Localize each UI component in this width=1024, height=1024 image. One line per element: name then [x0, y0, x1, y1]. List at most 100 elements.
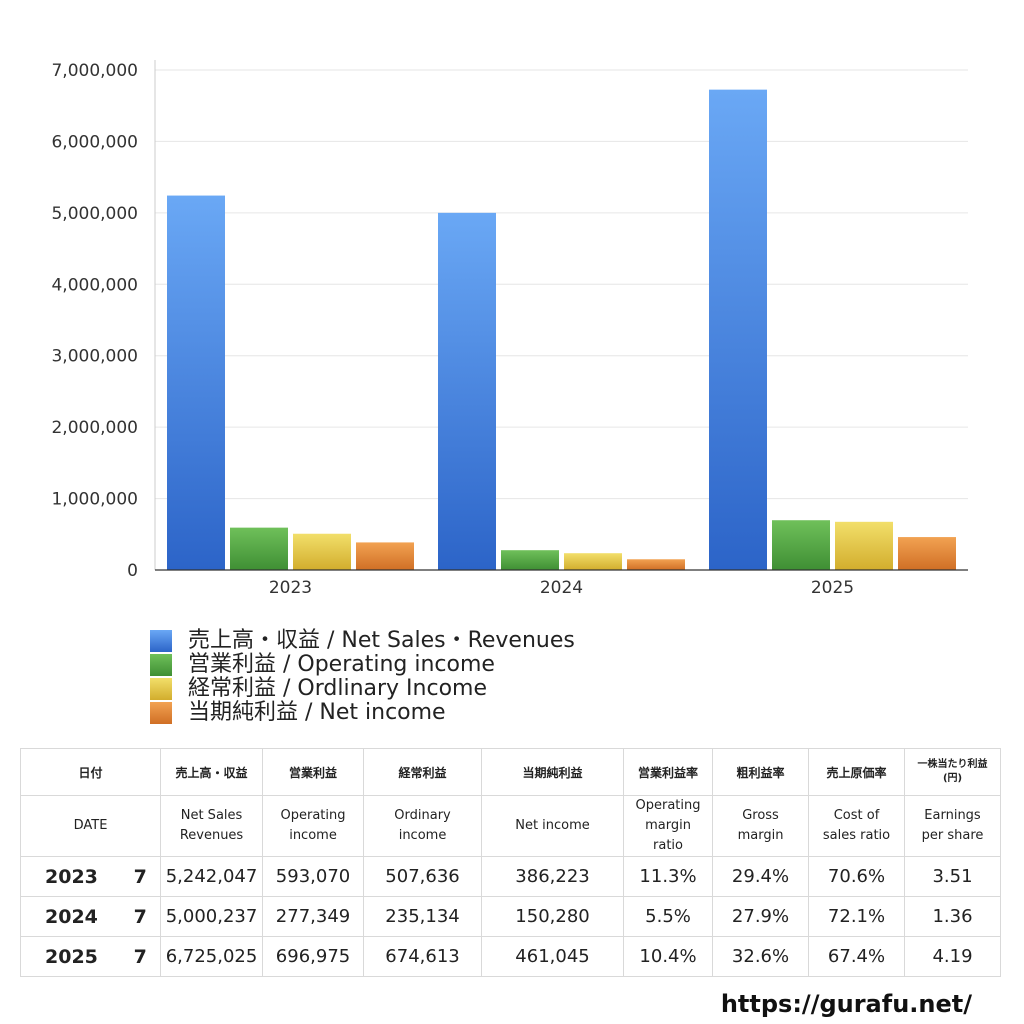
row-ordinary: 235,134: [363, 896, 483, 937]
header-net-jp: 当期純利益: [481, 748, 625, 796]
header-gross-jp: 粗利益率: [712, 748, 810, 796]
row-op-margin: 10.4%: [623, 936, 714, 977]
table-row: 2025 7 6,725,025 696,975 674,613 461,045…: [20, 936, 1002, 977]
header-date-en: DATE: [19, 795, 162, 857]
legend-item-operating: 営業利益 / Operating income: [150, 653, 575, 677]
bar: [230, 527, 288, 570]
row-gross: 32.6%: [712, 936, 810, 977]
legend-item-sales: 売上高・収益 / Net Sales・Revenues: [150, 629, 575, 653]
row-year: 2023: [20, 856, 121, 897]
legend-label-ordinary: 経常利益 / Ordlinary Income: [188, 676, 487, 701]
header-eps-jp-line1: 一株当たり利益: [917, 759, 988, 770]
header-gross-en-line2: margin: [737, 828, 784, 843]
header-cost-en: Cost of sales ratio: [808, 795, 906, 857]
bar: [356, 542, 414, 570]
header-ordinary-en: Ordinary income: [363, 795, 483, 857]
x-tick-label: 2024: [540, 578, 583, 598]
table-row: 2024 7 5,000,237 277,349 235,134 150,280…: [20, 896, 1002, 937]
row-net: 461,045: [481, 936, 625, 977]
row-month: 7: [120, 856, 162, 897]
header-operating-en-line2: income: [289, 828, 337, 843]
header-cost-en-line2: sales ratio: [822, 828, 891, 843]
legend-swatch-ordinary: [150, 678, 172, 700]
row-eps: 4.19: [904, 936, 1002, 977]
header-op-margin-en: Operating margin ratio: [623, 795, 714, 857]
bar: [772, 520, 830, 570]
legend-swatch-operating: [150, 654, 172, 676]
row-net: 386,223: [481, 856, 625, 897]
row-gross: 27.9%: [712, 896, 810, 937]
row-cost: 72.1%: [808, 896, 906, 937]
row-operating: 593,070: [262, 856, 365, 897]
header-eps-en-line1: Earnings: [924, 808, 981, 823]
bar: [438, 212, 496, 570]
row-cost: 67.4%: [808, 936, 906, 977]
header-operating-jp: 営業利益: [262, 748, 365, 796]
header-gross-en-line1: Gross: [742, 808, 779, 823]
legend-label-net: 当期純利益 / Net income: [188, 700, 446, 725]
x-tick-label: 2025: [811, 578, 854, 598]
row-year: 2025: [20, 936, 121, 977]
y-tick-label: 2,000,000: [51, 418, 138, 438]
legend-item-ordinary: 経常利益 / Ordlinary Income: [150, 677, 575, 701]
header-eps-en-line2: per share: [921, 828, 984, 843]
bar: [835, 521, 893, 570]
row-sales: 6,725,025: [160, 936, 264, 977]
table-header-jp: 日付 売上高・収益 営業利益 経常利益 当期純利益 営業利益率 粗利益率 売上原…: [19, 748, 1002, 796]
y-tick-label: 4,000,000: [51, 275, 138, 295]
header-operating-en-line1: Operating: [280, 808, 346, 823]
y-tick-label: 3,000,000: [51, 347, 138, 367]
y-tick-label: 5,000,000: [51, 204, 138, 224]
legend-label-operating: 営業利益 / Operating income: [188, 652, 495, 677]
axes: 0 1,000,000 2,000,000 3,000,000 4,000,000 5,0…: [51, 60, 968, 598]
financial-table: 日付 売上高・収益 営業利益 経常利益 当期純利益 営業利益率 粗利益率 売上原…: [19, 748, 1002, 977]
row-operating: 277,349: [262, 896, 365, 937]
legend: 売上高・収益 / Net Sales・Revenues 営業利益 / Opera…: [150, 629, 575, 725]
bar: [709, 89, 767, 570]
row-sales: 5,000,237: [160, 896, 264, 937]
site-url[interactable]: https://gurafu.net/: [720, 990, 972, 1018]
row-gross: 29.4%: [712, 856, 810, 897]
bar: [564, 553, 622, 570]
row-year: 2024: [20, 896, 121, 937]
bar: [167, 195, 225, 571]
header-net-en: Net income: [481, 795, 625, 857]
header-sales-en-line1: Net Sales: [180, 808, 243, 823]
row-eps: 1.36: [904, 896, 1002, 937]
row-op-margin: 11.3%: [623, 856, 714, 897]
header-ordinary-jp: 経常利益: [363, 748, 483, 796]
legend-swatch-net: [150, 702, 172, 724]
header-op-margin-en-line3: ratio: [653, 838, 683, 853]
header-eps-jp: 一株当たり利益 (円): [904, 748, 1002, 796]
x-tick-label: 2023: [269, 578, 312, 598]
header-sales-en-line2: Revenues: [179, 828, 244, 843]
bar-chart: 0 1,000,000 2,000,000 3,000,000 4,000,000 5,0…: [51, 60, 968, 598]
table-header-en: DATE Net Sales Revenues Operating income O…: [19, 795, 1002, 857]
bar: [627, 559, 685, 570]
bars: [167, 89, 956, 571]
y-tick-label: 0: [127, 561, 138, 581]
row-op-margin: 5.5%: [623, 896, 714, 937]
header-eps-en: Earnings per share: [904, 795, 1002, 857]
legend-swatch-sales: [150, 630, 172, 652]
row-operating: 696,975: [262, 936, 365, 977]
header-op-margin-jp: 営業利益率: [623, 748, 714, 796]
header-cost-jp: 売上原価率: [808, 748, 906, 796]
row-eps: 3.51: [904, 856, 1002, 897]
bar: [898, 537, 956, 570]
bar: [501, 550, 559, 570]
row-net: 150,280: [481, 896, 625, 937]
header-ordinary-en-line2: income: [398, 828, 447, 843]
bar: [293, 533, 351, 570]
header-op-margin-en-line1: Operating: [635, 798, 701, 813]
row-ordinary: 507,636: [363, 856, 483, 897]
legend-item-net: 当期純利益 / Net income: [150, 701, 575, 725]
row-month: 7: [120, 936, 162, 977]
header-sales-en: Net Sales Revenues: [160, 795, 264, 857]
row-cost: 70.6%: [808, 856, 906, 897]
header-op-margin-en-line2: margin: [645, 818, 691, 833]
header-gross-en: Gross margin: [712, 795, 810, 857]
row-sales: 5,242,047: [160, 856, 264, 897]
header-sales-jp: 売上高・収益: [160, 748, 264, 796]
y-tick-label: 6,000,000: [51, 132, 138, 152]
